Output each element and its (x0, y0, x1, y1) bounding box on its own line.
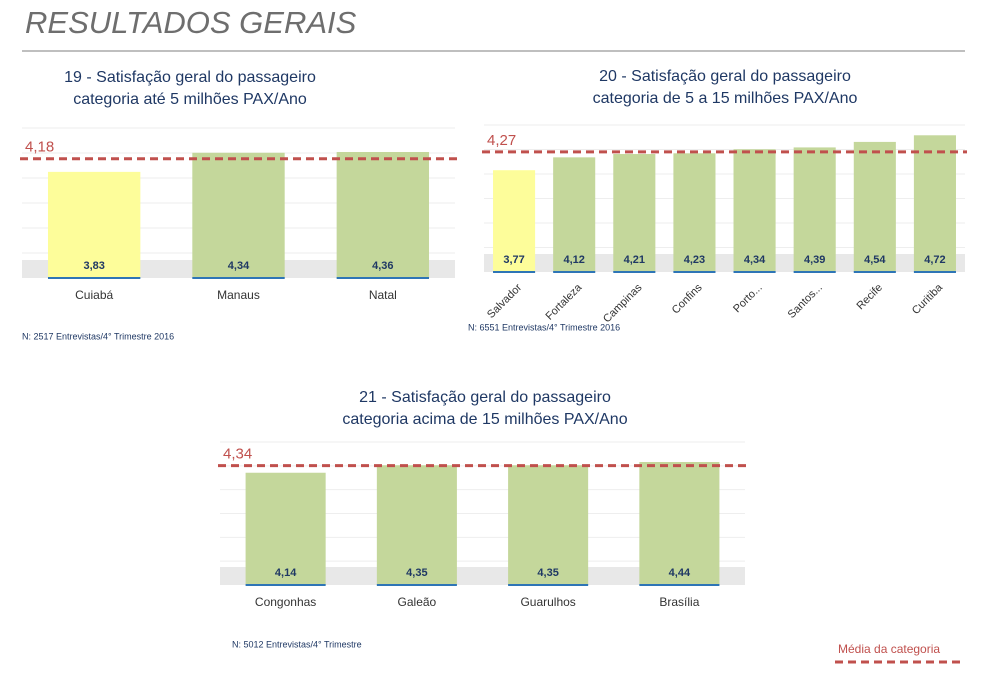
slide-title: RESULTADOS GERAIS (25, 5, 357, 40)
chart-title: 19 - Satisfação geral do passageiro (64, 69, 316, 86)
bar (192, 152, 285, 278)
floor-shadow (220, 567, 745, 585)
chart-note: N: 5012 Entrevistas/4° Trimestre (232, 639, 362, 649)
x-tick-label: Curitiba (910, 281, 946, 317)
bar (673, 153, 716, 272)
value-label: 4,35 (406, 567, 427, 579)
x-tick-label: Galeão (398, 595, 437, 609)
bar (336, 152, 430, 278)
chart-title: 21 - Satisfação geral do passageiro (359, 389, 611, 406)
x-tick-label: Cuiabá (75, 288, 113, 302)
value-label: 4,23 (684, 254, 705, 266)
bar (639, 462, 720, 585)
bar (733, 149, 776, 272)
bar (853, 141, 896, 272)
x-tick-label: Manaus (217, 288, 260, 302)
x-tick-label: Fortaleza (543, 281, 585, 323)
reference-label: 4,27 (487, 132, 516, 149)
value-label: 4,34 (228, 260, 250, 272)
bar (245, 472, 326, 585)
value-label: 3,83 (83, 260, 104, 272)
bar (508, 465, 589, 585)
x-tick-label: Porto... (731, 282, 765, 316)
value-label: 4,21 (624, 254, 645, 266)
chart-title: 20 - Satisfação geral do passageiro (599, 68, 851, 85)
reference-label: 4,34 (223, 446, 252, 463)
bar (613, 154, 656, 272)
value-label: 4,34 (744, 254, 766, 266)
x-tick-label: Santos... (786, 282, 825, 321)
value-label: 4,54 (864, 254, 886, 266)
x-tick-label: Congonhas (255, 595, 316, 609)
x-tick-label: Natal (369, 288, 397, 302)
value-label: 4,72 (924, 254, 945, 266)
chart-note: N: 6551 Entrevistas/4° Trimestre 2016 (468, 322, 620, 332)
value-label: 4,12 (563, 254, 584, 266)
value-label: 4,14 (275, 567, 297, 579)
value-label: 4,44 (669, 567, 691, 579)
chart-title: categoria até 5 milhões PAX/Ano (73, 91, 307, 108)
bar (493, 170, 536, 272)
x-tick-label: Confins (670, 281, 705, 316)
value-label: 3,77 (503, 254, 524, 266)
x-tick-label: Guarulhos (520, 595, 575, 609)
x-tick-label: Recife (854, 282, 885, 313)
bar (913, 135, 956, 272)
x-tick-label: Campinas (601, 281, 645, 325)
floor-shadow (484, 254, 965, 272)
value-label: 4,36 (372, 260, 393, 272)
bar (376, 465, 457, 585)
bar (47, 171, 141, 278)
bar (553, 157, 596, 272)
x-tick-label: Brasília (659, 595, 699, 609)
bar (793, 147, 836, 272)
chart-title: categoria de 5 a 15 milhões PAX/Ano (593, 90, 858, 107)
chart-title: categoria acima de 15 milhões PAX/Ano (342, 411, 627, 428)
x-tick-label: Salvador (485, 281, 524, 320)
reference-label: 4,18 (25, 139, 54, 156)
value-label: 4,39 (804, 254, 825, 266)
legend-label: Média da categoria (838, 642, 940, 656)
value-label: 4,35 (537, 567, 558, 579)
chart-note: N: 2517 Entrevistas/4° Trimestre 2016 (22, 331, 174, 341)
